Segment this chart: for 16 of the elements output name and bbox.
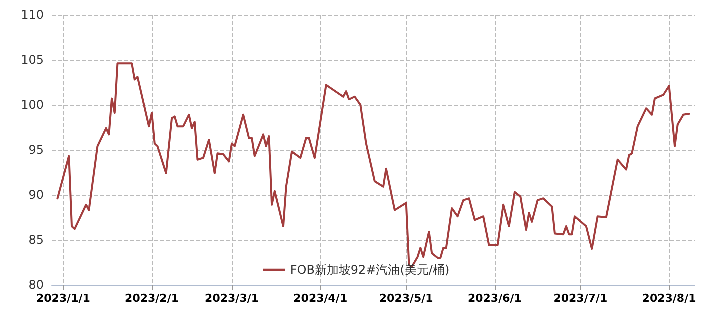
legend-label: FOB新加坡92#汽油(美元/桶) [290, 263, 450, 277]
x-tick-label: 2023/7/1 [554, 292, 608, 305]
y-tick-label: 110 [21, 8, 44, 22]
x-tick-label: 2023/5/1 [379, 292, 434, 305]
x-tick-label: 2023/3/1 [205, 292, 260, 305]
y-tick-label: 80 [28, 278, 44, 292]
y-tick-label: 105 [21, 53, 44, 67]
x-tick-label: 2023/1/1 [36, 292, 90, 305]
x-tick-label: 2023/2/1 [125, 292, 180, 305]
y-tick-label: 95 [28, 143, 44, 157]
y-tick-label: 85 [28, 233, 44, 247]
x-tick-label: 2023/6/1 [468, 292, 522, 305]
y-tick-label: 100 [21, 98, 44, 112]
y-tick-label: 90 [28, 188, 44, 202]
x-tick-label: 2023/8/1 [642, 292, 696, 305]
x-tick-label: 2023/4/1 [294, 292, 348, 305]
